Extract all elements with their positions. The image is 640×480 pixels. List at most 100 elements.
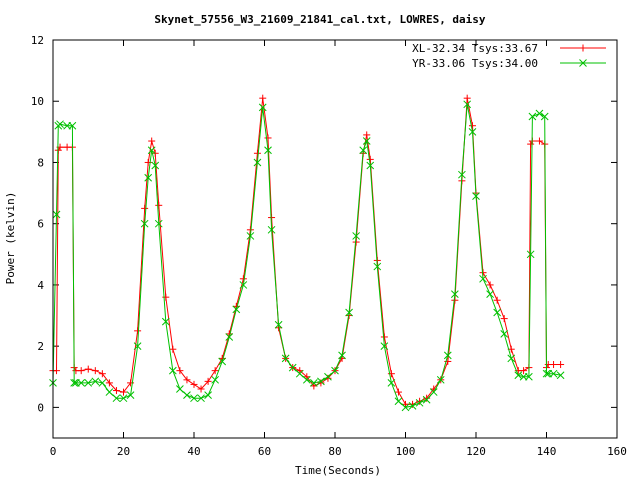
data-point [486,281,494,289]
data-point [402,400,409,408]
data-point [253,149,261,157]
series-layer [49,94,565,412]
data-point [535,137,543,145]
data-point [161,317,170,326]
y-axis-label: Power (kelvin) [4,192,17,285]
data-point [500,315,508,323]
data-point [239,281,248,289]
data-point [211,367,219,375]
data-point [169,345,177,353]
data-point [246,232,255,240]
data-point [148,137,156,145]
data-point [183,376,191,384]
data-point [127,379,135,387]
x-tick-label: 40 [187,445,200,458]
data-point [259,94,267,102]
data-point [463,94,471,102]
x-tick-label: 100 [396,445,416,458]
data-point [211,375,220,384]
series-line-xl [53,98,561,405]
data-point [190,380,198,388]
legend-label-xl: XL-32.34 Tsys:33.67 [412,42,538,55]
data-point [296,367,304,375]
series-points-yr [49,100,565,412]
data-point [147,146,156,155]
x-tick-label: 80 [328,445,341,458]
data-point [264,134,272,142]
data-point [105,388,114,396]
x-tick-label: 20 [117,445,130,458]
data-point [91,367,99,375]
x-axis-label: Time(Seconds) [295,464,381,477]
data-point [56,120,64,129]
data-point [120,388,127,396]
data-point [408,402,417,410]
data-point [281,354,290,363]
legend-sample-marker [579,59,587,67]
data-point [197,394,205,403]
data-point [134,327,142,335]
data-point [394,388,402,396]
data-point [112,387,120,395]
data-point [84,379,93,387]
x-tick-label: 120 [466,445,486,458]
data-point [84,365,92,373]
data-point [155,201,163,209]
data-point [362,137,371,145]
data-point [359,146,368,155]
chart-title: Skynet_57556_W3_21609_21841_cal.txt, LOW… [154,13,486,26]
data-point [387,379,396,387]
data-point [479,274,487,283]
data-point [535,109,544,118]
data-point [324,372,332,381]
data-point [303,373,311,381]
data-point [190,394,198,403]
data-point [550,361,558,369]
data-point [253,158,262,167]
data-point [197,385,205,393]
data-point [151,161,160,170]
data-point [345,308,353,317]
data-point [288,363,297,372]
data-point [520,367,528,375]
y-tick-label: 2 [37,340,44,353]
data-point [444,357,452,365]
data-point [387,370,395,378]
data-point [98,370,106,378]
data-point [302,375,311,384]
legend: XL-32.34 Tsys:33.67 YR-33.06 Tsys:34.00 [412,42,606,70]
data-point [514,371,523,380]
data-point [52,210,61,219]
data-point [394,397,403,406]
data-point [429,388,438,396]
data-point [168,366,177,375]
data-point [154,219,163,228]
data-point [549,369,558,378]
legend-label-yr: YR-33.06 Tsys:34.00 [412,57,538,70]
data-point [317,377,325,386]
data-point [91,377,100,386]
y-tick-label: 0 [37,401,44,414]
data-point [493,296,501,304]
legend-sample-marker [579,44,587,52]
data-point [225,333,234,341]
data-point [468,122,476,130]
data-point [373,262,382,271]
data-point [176,367,184,375]
data-point [204,377,212,385]
x-tick-label: 60 [258,445,271,458]
data-point [423,394,431,402]
data-point [463,100,472,109]
plot-frame [52,39,618,439]
data-point [133,342,142,351]
y-tick-label: 4 [37,279,44,292]
data-point [525,372,533,381]
data-point [380,342,389,351]
data-point [493,308,502,317]
data-point [204,391,212,399]
data-point [352,232,361,240]
data-point [542,369,551,378]
data-point [527,140,535,148]
axis-ticks: 0 20 40 60 80 100 120 140 160 0 2 4 6 8 10 12 [31,34,627,458]
